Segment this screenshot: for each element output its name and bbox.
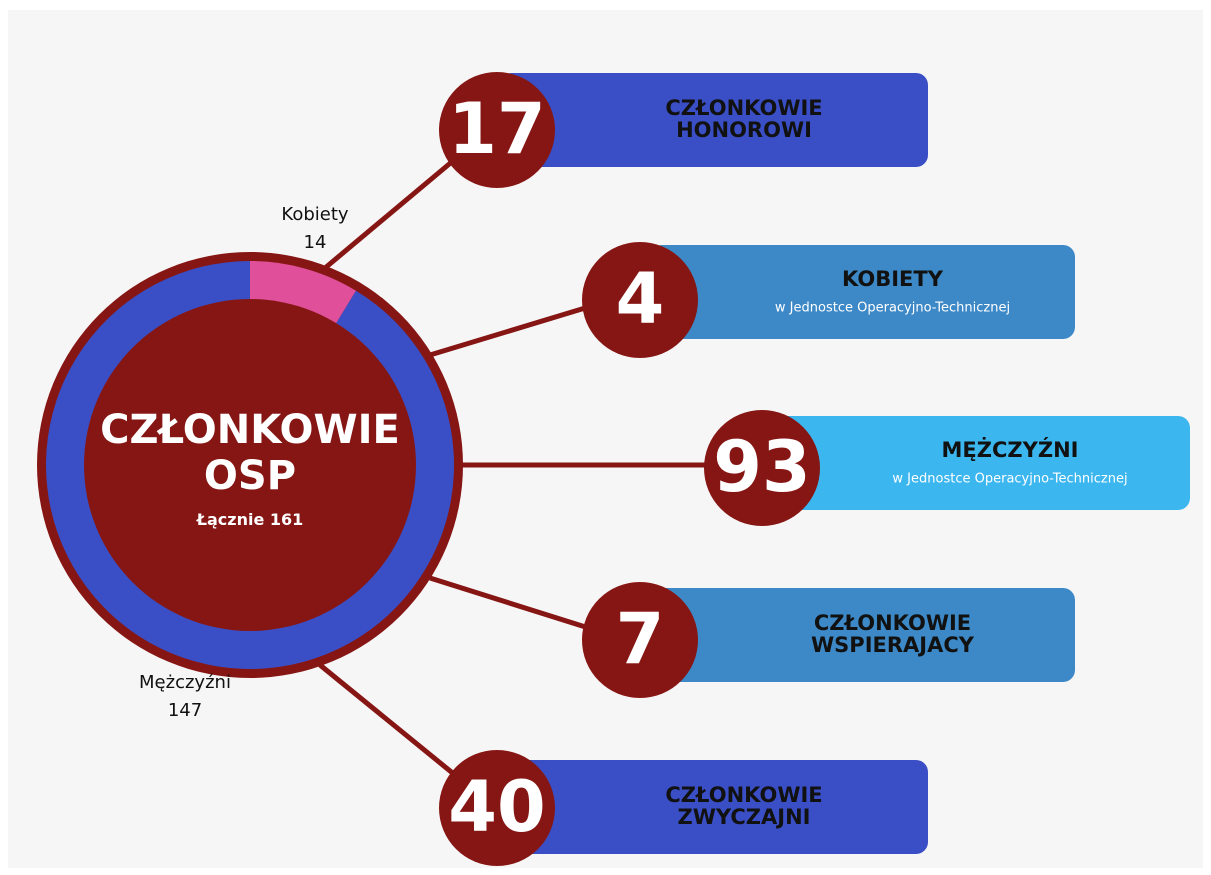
item-circle (439, 750, 555, 866)
item-value: 7 (616, 598, 665, 680)
item-title: WSPIERAJACY (811, 633, 975, 657)
item-title: CZŁONKOWIE (814, 611, 971, 635)
center-title: OSP (204, 453, 296, 499)
item-title: HONOROWI (676, 118, 812, 142)
total-label: Łącznie (196, 510, 265, 529)
segment-label: Mężczyźni (139, 672, 231, 693)
total-value: 161 (270, 510, 303, 529)
item-title: MĘŻCZYŹNI (942, 437, 1079, 462)
item-title: CZŁONKOWIE (665, 783, 822, 807)
item-subtitle: w Jednostce Operacyjno-Technicznej (892, 472, 1127, 487)
item-value: 17 (448, 88, 545, 170)
segment-label: Kobiety (281, 204, 348, 225)
connector (429, 302, 596, 358)
item-circle (704, 410, 820, 526)
center-title: CZŁONKOWIE (100, 407, 400, 453)
connector (323, 153, 462, 270)
item-box (650, 588, 1075, 682)
item-title: CZŁONKOWIE (665, 96, 822, 120)
connector (429, 575, 596, 633)
item-title: ZWYCZAJNI (678, 805, 811, 829)
item-box (650, 245, 1075, 339)
item-value: 4 (616, 258, 665, 340)
item-value: 40 (448, 766, 545, 848)
segment-value: 147 (168, 700, 202, 721)
item-box (500, 760, 928, 854)
item-title: KOBIETY (842, 267, 944, 291)
item-subtitle: w Jednostce Operacyjno-Technicznej (775, 301, 1010, 316)
item-circle (582, 242, 698, 358)
item-box (770, 416, 1190, 510)
item-circle (582, 582, 698, 698)
donut-segment (250, 261, 356, 329)
item-box (500, 73, 928, 167)
donut-center (84, 299, 416, 631)
item-circle (439, 72, 555, 188)
center-total: Łącznie 161 (196, 510, 304, 529)
item-value: 93 (713, 426, 810, 508)
connector (318, 663, 457, 777)
segment-value: 14 (304, 232, 327, 253)
